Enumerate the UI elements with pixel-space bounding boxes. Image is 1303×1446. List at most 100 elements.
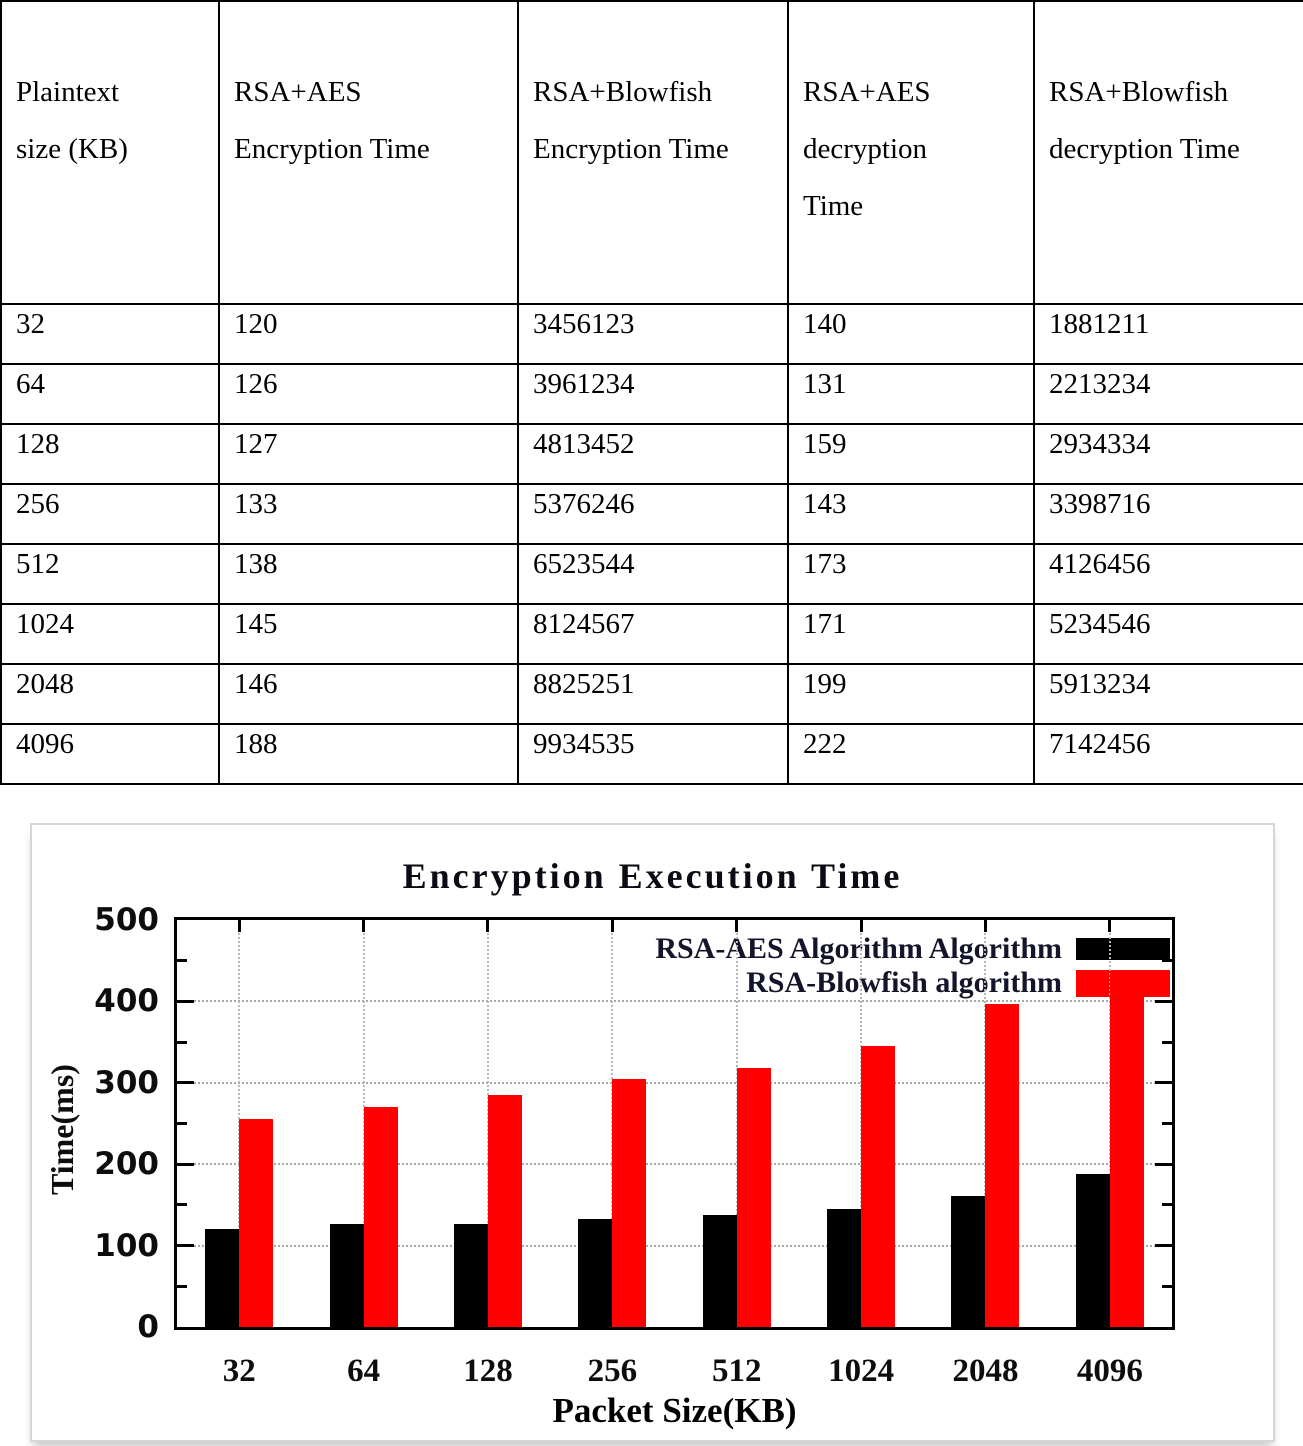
bar-rsa-blowfish [736,1068,771,1327]
table-cell: 6523544 [517,543,789,605]
tick-minor [1162,1284,1172,1288]
tick-minor [1162,1203,1172,1207]
bar-rsa-blowfish [363,1107,398,1327]
column-header: Plaintext size (KB) [0,0,220,305]
y-tick-label: 400 [94,983,159,1020]
tick-minor [1162,1040,1172,1044]
table-cell: 8124567 [517,603,789,665]
column-header: RSA+AES decryption Time [787,0,1035,305]
table-cell: 159 [787,423,1035,485]
table-cell: 173 [787,543,1035,605]
tick-minor [177,1203,187,1207]
legend-entry-rsa-aes: RSA-AES Algorithm Algorithm [655,932,1170,966]
table-cell: 133 [218,483,519,545]
bar-rsa-aes [453,1223,488,1327]
table-cell: 120 [218,303,519,365]
legend-entry-rsa-blowfish: RSA-Blowfish algorithm [746,966,1170,1000]
tick-right-major [1155,1244,1172,1248]
table-cell: 8825251 [517,663,789,725]
bar-rsa-aes [827,1208,862,1327]
y-tick-label: 300 [94,1064,159,1101]
table-cell: 64 [0,363,220,425]
bar-rsa-blowfish [861,1046,896,1327]
y-tick-label: 200 [94,1146,159,1183]
table-cell: 1881211 [1033,303,1303,365]
table-cell: 4126456 [1033,543,1303,605]
y-tick-label: 0 [137,1309,159,1345]
table-row: 512 138 6523544 173 4126456 [0,543,1303,605]
table-cell: 1024 [0,603,220,665]
bar-rsa-aes [702,1214,737,1327]
table-row: 128 127 4813452 159 2934334 [0,423,1303,485]
column-header: RSA+AES Encryption Time [218,0,519,305]
bar-rsa-blowfish [1109,971,1144,1327]
table-body: 32 120 3456123 140 1881211 64 126 3961234 131 221… [0,303,1303,785]
x-tick-label: 32 [222,1353,256,1389]
table-cell: 126 [218,363,519,425]
table-row: 4096 188 9934535 222 7142456 [0,723,1303,785]
tick-minor [177,959,187,963]
table-cell: 131 [787,363,1035,425]
bar-rsa-blowfish [612,1078,647,1327]
tick-top [486,920,490,932]
table-cell: 7142456 [1033,723,1303,785]
tick-right-major [1155,1162,1172,1166]
bar-rsa-aes [1075,1173,1110,1327]
table-cell: 4813452 [517,423,789,485]
column-header: RSA+Blowfish decryption Time [1033,0,1303,305]
x-tick-label: 64 [347,1353,381,1389]
x-tick-label: 512 [711,1353,762,1389]
gridline-horizontal [177,1000,1172,1003]
y-tick-label: 500 [94,902,159,938]
tick-top [237,920,241,932]
bar-rsa-aes [205,1229,240,1327]
bar-rsa-aes [329,1224,364,1327]
table-cell: 3961234 [517,363,789,425]
tick-top [859,920,863,932]
tick-top [983,920,987,932]
x-tick-label: 4096 [1076,1353,1143,1389]
tick-right-major [1155,999,1172,1003]
tick-minor [1162,1122,1172,1125]
table-cell: 4096 [0,723,220,785]
gridline-horizontal [177,1081,1172,1084]
bar-rsa-blowfish [239,1119,274,1327]
table-row: 2048 146 8825251 199 5913234 [0,663,1303,725]
bar-rsa-blowfish [985,1003,1020,1327]
table-cell: 5234546 [1033,603,1303,665]
table-cell: 2048 [0,663,220,725]
gridline-horizontal [177,1244,1172,1247]
table-cell: 146 [218,663,519,725]
legend-swatch-black [1076,938,1170,960]
bar-rsa-blowfish [487,1095,522,1327]
x-tick-label: 256 [587,1353,638,1389]
bar-rsa-aes [578,1218,613,1327]
table-cell: 199 [787,663,1035,725]
y-tick-label: 100 [94,1227,159,1264]
plot-area: RSA-AES Algorithm Algorithm RSA-Blowfish… [94,902,1175,1389]
x-tick-label: 128 [463,1353,513,1389]
tick-top [1108,920,1112,932]
table-cell: 256 [0,483,220,545]
tick-minor [177,1040,187,1044]
table-cell: 2934334 [1033,423,1303,485]
tick-left-major [177,1162,194,1166]
tick-left-major [177,999,194,1003]
tick-right-major [1155,1081,1172,1085]
chart-title: Encryption Execution Time [402,856,903,896]
table-cell: 143 [787,483,1035,545]
table-cell: 9934535 [517,723,789,785]
tick-top [362,920,366,932]
table-row: 256 133 5376246 143 3398716 [0,483,1303,545]
table-cell: 188 [218,723,519,785]
bar-rsa-aes [951,1195,986,1327]
table-cell: 3398716 [1033,483,1303,545]
table-cell: 512 [0,543,220,605]
table-cell: 2213234 [1033,363,1303,425]
chart-panel: Encryption Execution Time Time(ms) RSA-A… [30,823,1275,1442]
tick-left-major [177,1244,194,1248]
tick-top [735,920,739,932]
table-cell: 171 [787,603,1035,665]
table-cell: 222 [787,723,1035,785]
tick-minor [177,1122,187,1125]
